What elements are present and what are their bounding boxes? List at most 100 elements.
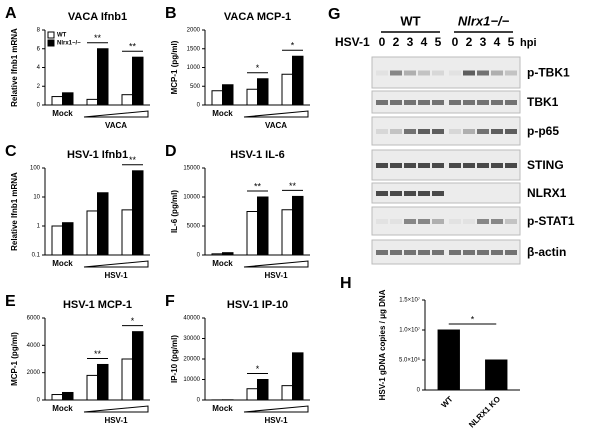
y-tick-label: 2000	[187, 28, 201, 34]
bar	[132, 331, 144, 401]
blot-band	[390, 70, 402, 76]
chart-title: HSV-1 IL-6	[230, 149, 284, 161]
unit-label: hpi	[520, 37, 537, 49]
blot-band	[418, 129, 430, 134]
y-tick-label: 0	[197, 103, 201, 109]
x-tick-label: Mock	[212, 109, 233, 118]
bar	[62, 391, 74, 401]
protein-label: p-STAT1	[527, 214, 575, 228]
lane-label: 4	[421, 35, 428, 49]
blot-band	[390, 191, 402, 196]
panel-letter: D	[165, 143, 177, 160]
blot-band	[376, 219, 388, 224]
blot-band	[404, 163, 416, 168]
y-axis-label: IP-10 (pg/ml)	[170, 335, 179, 383]
blot-band	[491, 219, 503, 224]
group-label: HSV-1	[264, 416, 288, 425]
bar	[121, 358, 133, 401]
blot-band	[418, 191, 430, 196]
blot-band	[390, 129, 402, 134]
bar	[281, 209, 293, 256]
blot-band	[376, 70, 388, 76]
bar	[246, 388, 258, 401]
blot-band	[491, 250, 503, 255]
blot-band	[463, 70, 475, 76]
significance-label: *	[471, 314, 475, 324]
y-tick-label: 10000	[183, 377, 200, 383]
significance-label: **	[94, 33, 102, 43]
chart-title: HSV-1 MCP-1	[63, 299, 132, 311]
protein-label: β-actin	[527, 245, 566, 259]
blot-band	[432, 219, 444, 224]
blot-band	[505, 219, 517, 224]
y-axis-label: IL-6 (pg/ml)	[170, 190, 179, 233]
bar	[292, 352, 304, 401]
blot-band	[390, 250, 402, 255]
group-label: HSV-1	[104, 416, 128, 425]
bar	[281, 385, 293, 401]
blot-band	[491, 163, 503, 168]
significance-label: **	[289, 181, 297, 191]
lane-label: 2	[466, 35, 473, 49]
y-tick-label: 1.0×10⁷	[399, 327, 420, 334]
bar	[292, 195, 304, 256]
significance-label: *	[131, 316, 135, 326]
blot-band	[449, 129, 461, 134]
bar	[222, 252, 234, 256]
blot-band	[390, 219, 402, 224]
panel-letter: E	[5, 293, 16, 310]
significance-label: *	[291, 41, 295, 51]
lane-label: 3	[480, 35, 487, 49]
bar	[121, 94, 133, 106]
blot-band	[491, 100, 503, 105]
y-tick-label: 0	[197, 398, 201, 404]
bar	[97, 48, 109, 106]
blot-band	[477, 219, 489, 224]
blot-band	[463, 219, 475, 224]
blot-band	[477, 250, 489, 255]
y-axis-label: MCP-1 (pg/ml)	[170, 40, 179, 94]
bar	[211, 90, 223, 106]
bar	[257, 196, 269, 256]
chart-title: VACA MCP-1	[224, 11, 291, 23]
y-axis-label: MCP-1 (pg/ml)	[10, 332, 19, 386]
group-label: Nlrx1−/−	[458, 13, 510, 28]
x-tick-label: Mock	[52, 109, 73, 118]
blot-band	[449, 100, 461, 105]
y-tick-label: 0	[37, 103, 41, 109]
legend-label: WT	[57, 33, 67, 39]
blot-band	[491, 129, 503, 134]
y-tick-label: 1000	[187, 65, 201, 71]
blot-band	[418, 70, 430, 76]
lane-label: 4	[494, 35, 501, 49]
y-tick-label: 30000	[183, 336, 200, 342]
blot-band	[432, 129, 444, 134]
legend-swatch	[47, 39, 55, 47]
bar	[211, 253, 223, 256]
bar	[257, 78, 269, 106]
y-axis-label: Relative Ifnb1 mRNA	[10, 28, 19, 107]
panel-letter: C	[5, 143, 17, 160]
y-tick-label: 8	[37, 28, 41, 34]
y-tick-label: 5000	[187, 224, 201, 230]
y-tick-label: 20000	[183, 357, 200, 363]
dose-triangle	[243, 110, 309, 118]
blot-band	[505, 70, 517, 76]
x-tick-label: WT	[439, 394, 454, 409]
bar	[51, 225, 63, 256]
blot-band	[376, 100, 388, 105]
dose-triangle	[83, 260, 149, 268]
significance-label: **	[94, 349, 102, 359]
bar	[281, 73, 293, 106]
lane-label: 0	[452, 35, 459, 49]
blot-band	[477, 163, 489, 168]
y-tick-label: 4	[37, 65, 41, 71]
panel-letter: F	[165, 293, 175, 310]
protein-label: p-p65	[527, 124, 559, 138]
bar	[62, 92, 74, 106]
blot-band	[449, 219, 461, 224]
blot-band	[449, 70, 461, 76]
x-tick-label: Mock	[212, 404, 233, 413]
blot-band	[463, 163, 475, 168]
group-label: VACA	[265, 121, 287, 130]
